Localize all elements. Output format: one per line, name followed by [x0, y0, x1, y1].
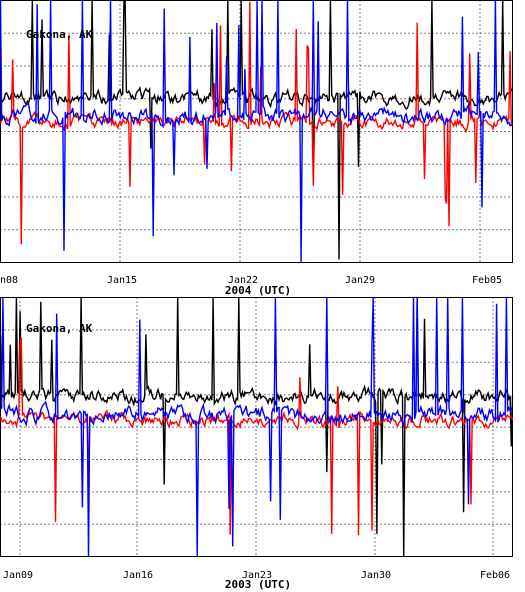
x-tick-label: Jan23 [242, 570, 272, 581]
chart-panel-2003: Gakona, AK Jan09 Jan16 Jan23 Jan30 Feb06 200… [0, 297, 514, 591]
x-axis-title: 2003 (UTC) [225, 578, 291, 591]
x-tick-label: Jan30 [361, 570, 391, 581]
station-label: Gakona, AK [26, 28, 93, 41]
trace-line [0, 0, 513, 263]
x-tick-label: n08 [0, 275, 18, 286]
x-tick-label: Feb06 [480, 570, 510, 581]
x-tick-label: Jan15 [107, 275, 137, 286]
x-axis-title: 2004 (UTC) [225, 284, 291, 297]
station-label: Gakona, AK [26, 322, 93, 335]
x-tick-label: Jan22 [228, 275, 258, 286]
trace-line [0, 1, 513, 245]
x-tick-label: Feb05 [472, 275, 502, 286]
traces [0, 297, 514, 557]
x-tick-label: Jan16 [123, 570, 153, 581]
gridlines [0, 297, 513, 557]
trace-line [0, 297, 513, 557]
traces [0, 0, 514, 263]
x-tick-label: Jan09 [3, 570, 33, 581]
x-tick-label: Jan29 [345, 275, 375, 286]
x-tick-labels: Jan09 Jan16 Jan23 Jan30 Feb06 [3, 570, 510, 581]
trace-line [0, 297, 514, 557]
trace-line [0, 337, 514, 536]
chart-panel-2004: Gakona, AK n08 Jan15 Jan22 Jan29 Feb05 2004 … [0, 0, 514, 297]
x-tick-labels: n08 Jan15 Jan22 Jan29 Feb05 [0, 275, 502, 286]
